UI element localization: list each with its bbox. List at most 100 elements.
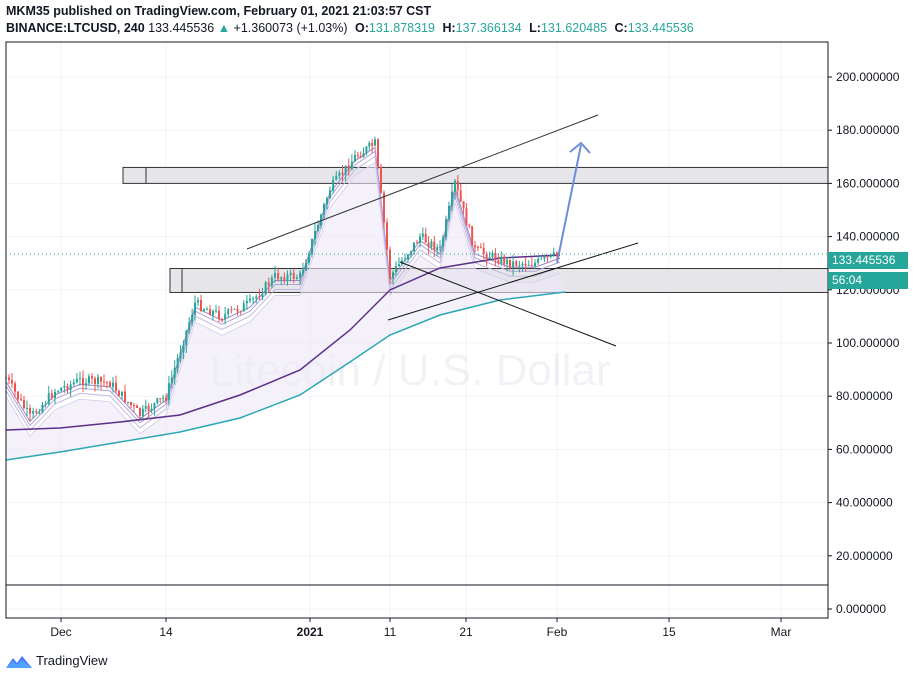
last-price-tag: 133.445536 [828,252,908,269]
brand-name: TradingView [36,653,108,668]
candle [121,391,123,396]
channel-upper-trendline [246,114,599,250]
candle [323,204,325,215]
candle [139,407,141,417]
candle [227,309,230,315]
candle [506,259,509,264]
candle [88,376,90,384]
candle [245,300,248,304]
candle [63,386,66,388]
candle [512,261,515,268]
candle [488,257,491,259]
candle [424,233,427,243]
candle [534,262,536,267]
candle [494,252,497,261]
candle [203,309,205,311]
candle [54,391,56,399]
candle [305,262,307,271]
high-value: 137.366134 [455,21,522,35]
candle [374,139,376,146]
candle [173,367,176,378]
candle [182,345,185,353]
candle [191,314,194,323]
x-tick-label: 21 [459,625,473,639]
candle [427,242,430,247]
candle [218,310,220,319]
candle [153,403,156,409]
candle [395,266,397,273]
candle [286,274,289,282]
candle [442,237,444,247]
candle [549,254,552,258]
candle [311,238,313,255]
candle [249,298,251,301]
candle [115,382,117,391]
candle [380,166,382,193]
candle [479,247,482,249]
candle [465,208,468,226]
candle [362,152,365,158]
candle [261,294,264,297]
candle [295,277,298,279]
candle [365,146,368,153]
candle [485,253,488,259]
candle [448,205,450,220]
candle [91,376,93,379]
candle [185,330,188,346]
candle [26,407,28,409]
candle [57,391,60,393]
candle [386,222,388,250]
candle [518,265,521,267]
candle [233,308,236,310]
candle [509,259,511,268]
candle [332,179,335,191]
candle [176,358,179,368]
candle [167,383,170,401]
ribbon-fill [6,162,565,460]
candle [289,272,292,275]
descending-trendline [399,261,617,347]
candle [197,300,199,303]
x-tick-label: Mar [771,625,792,639]
candle [50,393,53,399]
candle [341,172,344,175]
candle [94,378,96,384]
ohlc-legend: BINANCE:LTCUSD, 240 133.445536 ▲ +1.3600… [6,21,694,35]
candle [124,391,126,403]
candle [179,352,182,359]
candle [150,408,153,412]
candle [44,403,47,405]
candle [14,383,16,392]
candle [555,252,558,256]
change-value: +1.360073 (+1.03%) [233,21,348,35]
candle [500,256,503,264]
candle [156,398,159,404]
candle [79,377,81,379]
candle [371,142,374,146]
candle [20,399,22,401]
tradingview-logo[interactable]: TradingView [6,653,108,668]
ema-100-line [5,254,561,431]
publish-info: MKM35 published on TradingView.com, Febr… [6,4,431,18]
candle [267,282,270,286]
candle [170,377,173,384]
candle [144,405,147,409]
candle [41,404,44,413]
candle [72,382,75,385]
candle [503,256,506,264]
candle [546,256,549,258]
candle [66,386,69,391]
candle [359,156,362,158]
candle [338,172,341,176]
candle [326,198,328,205]
candle [344,165,347,175]
low-label: L: [529,21,541,35]
y-tick-label: 140.000000 [836,230,900,244]
x-tick-label: 2021 [297,625,324,639]
candle [200,300,202,311]
candle [320,214,322,225]
candle [436,247,439,251]
candle [540,258,543,260]
candle [543,256,546,259]
